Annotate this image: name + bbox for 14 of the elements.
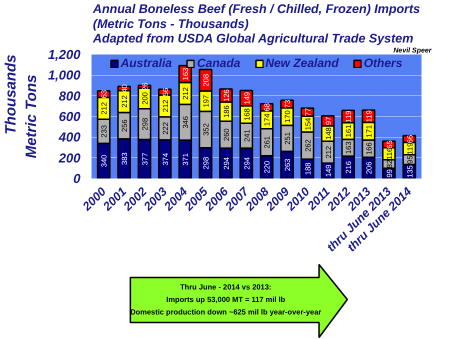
y-tick-label: 200 (58, 150, 82, 166)
legend-label: Australia (120, 56, 172, 70)
y-axis-title: Metric Tons (22, 74, 40, 158)
chart-title: Annual Boneless Beef (Fresh / Chilled, Frozen) Imports (Metric Tons - Thousands) Adapted from USDA Global Agricultural Trade System (92, 2, 420, 46)
y-tick-label: 1,200 (48, 47, 82, 62)
legend-label: New Zealand (265, 56, 339, 70)
y-tick-label: 1,000 (48, 68, 82, 83)
text: Thousands (2, 54, 20, 134)
y-tick-label: 400 (58, 130, 82, 145)
y-tick-label: 0 (73, 171, 82, 186)
y-tick-label: 800 (58, 88, 82, 104)
legend-label: Canada (196, 56, 240, 70)
legend-label: Others (364, 56, 402, 70)
y-tick-label: 600 (58, 109, 82, 124)
